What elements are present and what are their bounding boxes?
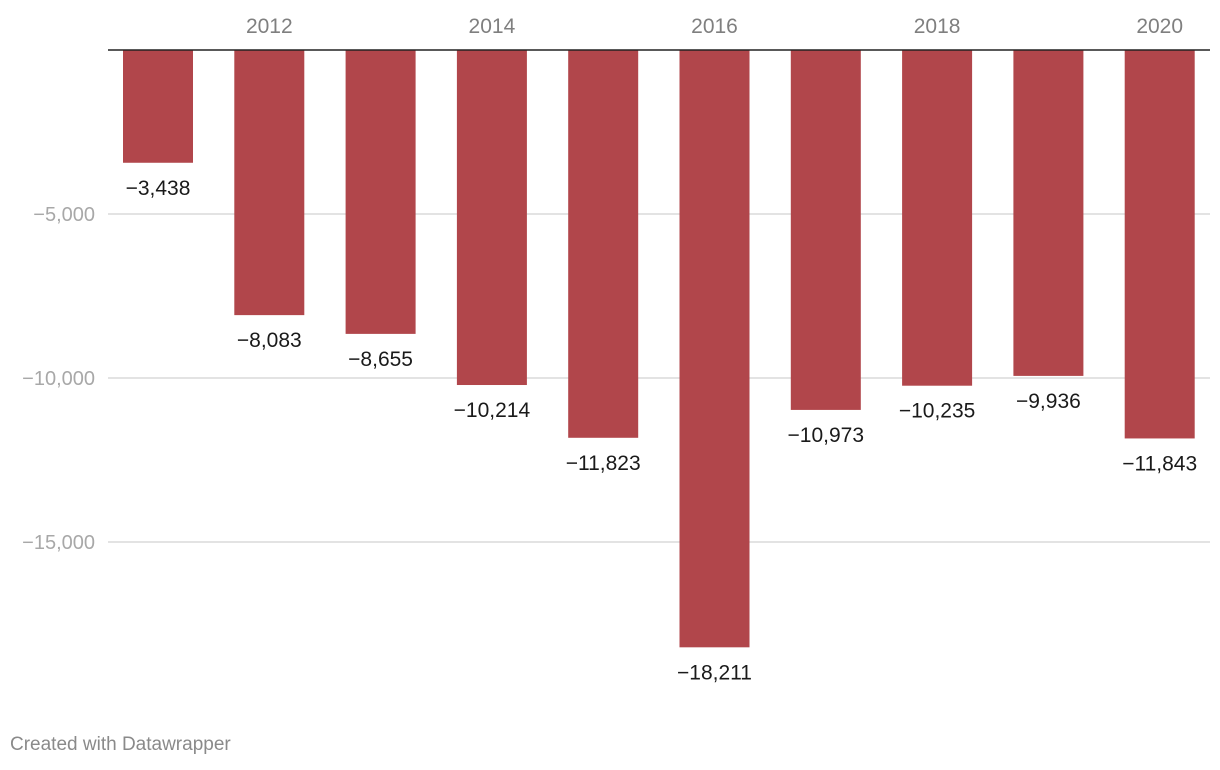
bar-2020 — [1124, 50, 1195, 439]
data-label: −8,655 — [348, 348, 413, 371]
y-tick-label: −15,000 — [22, 532, 95, 554]
y-tick-label: −10,000 — [22, 368, 95, 390]
footer-credit[interactable]: Created with Datawrapper — [10, 734, 231, 755]
data-label: −10,214 — [454, 399, 531, 422]
bar-2012 — [234, 50, 305, 316]
data-label: −10,973 — [788, 424, 865, 447]
bar-chart: −5,000 −10,000 −15,000 −3,438 −8,083 −8,655 −1… — [22, 15, 1210, 684]
x-tick-label: 2012 — [246, 15, 293, 38]
data-label: −8,083 — [237, 329, 302, 352]
bar-2011 — [123, 50, 193, 163]
data-label: −18,211 — [677, 661, 752, 684]
x-tick-label: 2018 — [914, 15, 961, 38]
x-tick-label: 2014 — [469, 15, 516, 38]
bar-2019 — [1013, 50, 1084, 376]
data-label: −11,823 — [566, 452, 641, 475]
x-tick-label: 2020 — [1136, 15, 1183, 38]
bar-2013 — [345, 50, 416, 334]
data-label: −10,235 — [899, 400, 976, 423]
bar-2018 — [902, 50, 973, 386]
data-label: −11,843 — [1122, 452, 1197, 475]
bar-2014 — [456, 50, 527, 386]
bar-2016 — [679, 50, 750, 648]
data-label: −9,936 — [1016, 390, 1081, 413]
bar-2015 — [568, 50, 639, 438]
y-tick-label: −5,000 — [33, 204, 95, 226]
data-label: −3,438 — [126, 177, 191, 200]
x-tick-label: 2016 — [691, 15, 738, 38]
bar-2017 — [790, 50, 861, 410]
